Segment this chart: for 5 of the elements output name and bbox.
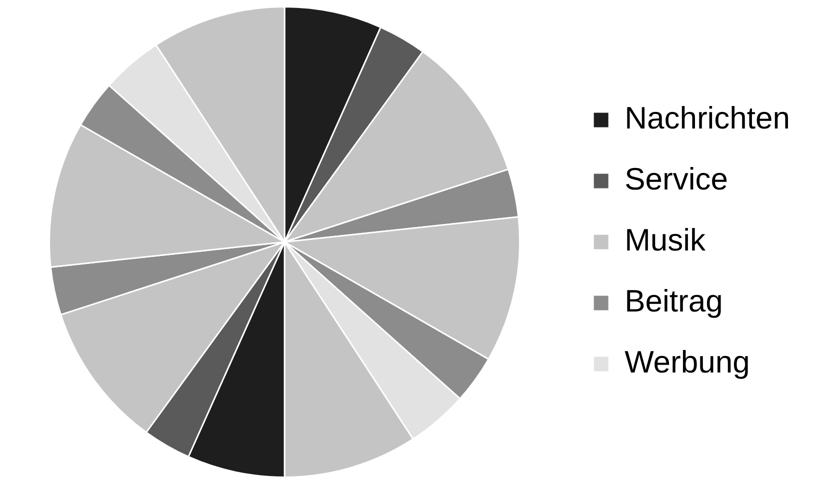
legend-label: Beitrag <box>624 284 723 319</box>
legend-label: Musik <box>624 222 706 258</box>
legend-label: Service <box>624 162 728 197</box>
legend-label: Werbung <box>624 344 750 380</box>
legend-label: Nachrichten <box>624 100 790 136</box>
